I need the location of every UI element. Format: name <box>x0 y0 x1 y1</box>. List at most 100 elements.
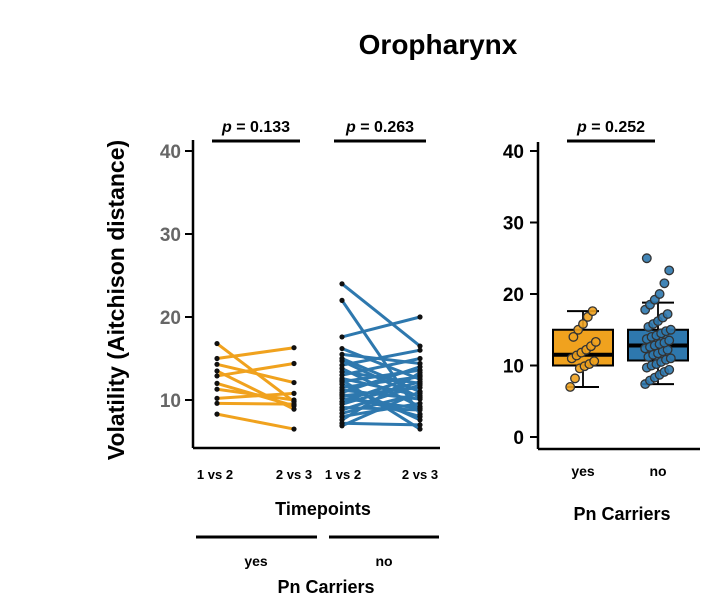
series-no <box>339 281 423 432</box>
paired-line <box>215 361 296 378</box>
paired-line <box>215 346 296 360</box>
data-point <box>589 356 600 367</box>
data-point <box>417 314 423 320</box>
group-axis-label: Pn Carriers <box>277 577 374 597</box>
paired-lines-panel: 10 20 30 40 1 vs 2 2 vs 3 p = 0.133 1 vs 2 2 vs … <box>160 119 440 482</box>
x-tick-label: 1 vs 2 <box>325 467 361 482</box>
data-point <box>659 278 670 289</box>
data-point <box>339 281 345 287</box>
paired-line <box>340 380 422 406</box>
data-point <box>291 345 297 351</box>
data-point <box>665 324 676 335</box>
x-axis-label-pn-carriers: Pn Carriers <box>573 504 670 524</box>
x-axis-label-timepoints: Timepoints <box>275 499 371 519</box>
data-point <box>417 370 423 376</box>
paired-line <box>340 421 422 427</box>
data-point <box>417 382 423 388</box>
data-point <box>417 343 423 349</box>
data-point <box>570 373 580 384</box>
right-y-tick-label: 30 <box>503 214 524 235</box>
data-point <box>568 331 579 342</box>
data-point <box>662 309 673 319</box>
data-point <box>641 253 652 264</box>
paired-line <box>215 391 296 400</box>
data-point <box>417 355 423 362</box>
x-tick-label: 1 vs 2 <box>197 467 233 482</box>
data-point <box>214 380 220 386</box>
data-point <box>587 306 598 317</box>
boxplot-panel: 0 10 20 30 40 yes no p = 0.252 <box>503 119 700 479</box>
data-point <box>417 394 423 401</box>
data-point <box>214 373 220 379</box>
right-y-tick-label: 0 <box>513 428 524 449</box>
right-y-tick-label: 20 <box>503 285 524 306</box>
group-label-yes: yes <box>244 553 268 569</box>
p-value-label-boxplot: p = 0.252 <box>576 119 645 136</box>
data-point <box>291 390 297 396</box>
data-point <box>339 391 345 397</box>
data-point <box>339 377 345 383</box>
data-point <box>417 414 423 420</box>
paired-line <box>215 412 296 431</box>
paired-line <box>340 348 422 367</box>
series-yes <box>214 340 297 432</box>
data-point <box>417 407 423 413</box>
data-point <box>339 423 345 429</box>
data-point <box>214 386 220 392</box>
x-tick-label: 2 vs 3 <box>402 467 438 482</box>
box-yes <box>552 306 614 392</box>
left-y-tick-label: 20 <box>160 308 181 329</box>
data-point <box>417 364 423 370</box>
paired-line <box>340 347 422 381</box>
box-no <box>627 253 689 390</box>
data-point <box>291 379 297 386</box>
y-axis-label: Volatility (Aitchison distance) <box>103 140 129 460</box>
paired-line <box>340 390 422 428</box>
paired-line <box>340 357 422 377</box>
data-point <box>214 395 220 401</box>
x-tick-label: no <box>649 463 666 479</box>
left-y-tick-label: 40 <box>160 142 181 163</box>
paired-line <box>215 401 296 406</box>
data-point <box>339 334 345 340</box>
p-value-label-yes: p = 0.133 <box>221 119 290 136</box>
data-point <box>417 347 423 353</box>
left-y-tick-label: 30 <box>160 225 181 246</box>
chart-title: Oropharynx <box>359 29 518 60</box>
data-point <box>214 340 220 347</box>
paired-line <box>215 362 296 385</box>
data-point <box>417 400 423 406</box>
data-point <box>664 364 675 375</box>
data-point <box>214 368 220 374</box>
right-y-tick-label: 40 <box>503 142 524 163</box>
data-point <box>214 361 220 367</box>
right-y-tick-label: 10 <box>503 357 524 378</box>
paired-line <box>340 315 422 339</box>
data-point <box>417 389 423 395</box>
data-point <box>565 382 576 392</box>
data-point <box>664 335 675 346</box>
p-value-label-no: p = 0.263 <box>345 119 414 136</box>
data-point <box>417 422 423 428</box>
paired-line <box>340 282 422 348</box>
data-point <box>654 289 665 299</box>
paired-line <box>340 392 422 419</box>
data-point <box>291 397 297 403</box>
data-point <box>417 426 423 432</box>
data-point <box>291 360 297 367</box>
data-point <box>214 355 220 362</box>
data-point <box>214 400 220 406</box>
data-point <box>291 426 297 432</box>
paired-line <box>340 371 422 422</box>
x-tick-label: yes <box>571 463 595 479</box>
paired-line <box>340 359 422 400</box>
group-label-no: no <box>375 553 392 569</box>
data-point <box>339 351 345 357</box>
data-point <box>665 353 676 364</box>
left-y-tick-label: 10 <box>160 391 181 412</box>
data-point <box>339 358 345 364</box>
data-point <box>578 319 588 329</box>
data-point <box>214 411 220 417</box>
data-point <box>291 401 297 407</box>
